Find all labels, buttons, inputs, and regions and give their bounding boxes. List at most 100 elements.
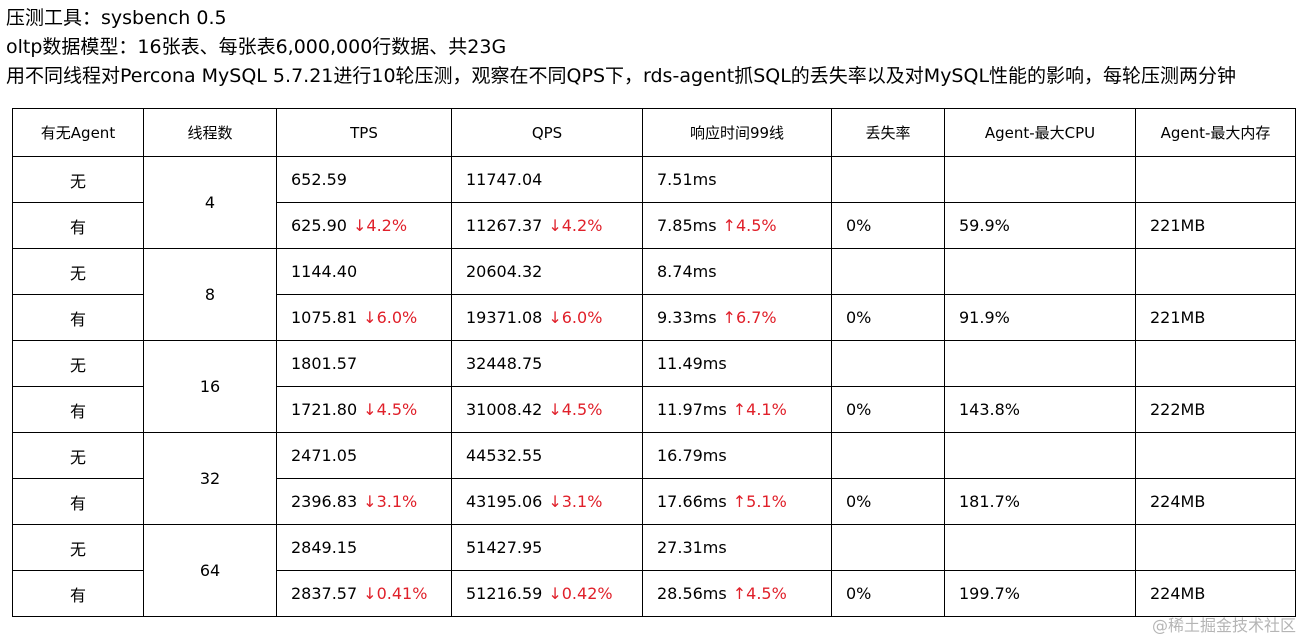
qps-cell: 20604.32 xyxy=(451,248,643,295)
mem-cell xyxy=(1135,340,1296,387)
qps-cell: 31008.42 ↓4.5% xyxy=(451,386,643,433)
tps-value: 2849.15 xyxy=(291,538,358,557)
mem-cell: 221MB xyxy=(1135,294,1296,341)
loss-value: 0% xyxy=(846,492,872,511)
latency-value: 9.33ms xyxy=(657,308,717,327)
cpu-cell: 91.9% xyxy=(944,294,1136,341)
latency-cell: 28.56ms ↑4.5% xyxy=(642,570,832,617)
data-row: 有 625.90 ↓4.2% 11267.37 ↓4.2% 7.85ms ↑4.5% 0% 59… xyxy=(12,202,1296,249)
qps-value: 11267.37 xyxy=(466,216,543,235)
latency-change: ↑6.7% xyxy=(722,308,777,327)
agent-cell: 无 xyxy=(12,340,144,387)
loss-cell: 0% xyxy=(831,294,945,341)
data-row: 有 2396.83 ↓3.1% 43195.06 ↓3.1% 17.66ms ↑5.1% 0%… xyxy=(12,478,1296,525)
tps-value: 2837.57 xyxy=(291,584,358,603)
mem-value: 221MB xyxy=(1150,308,1206,327)
mem-value: 224MB xyxy=(1150,584,1206,603)
qps-cell: 19371.08 ↓6.0% xyxy=(451,294,643,341)
tps-value: 1144.40 xyxy=(291,262,358,281)
qps-value: 43195.06 xyxy=(466,492,543,511)
tps-cell: 625.90 ↓4.2% xyxy=(276,202,452,249)
latency-cell: 9.33ms ↑6.7% xyxy=(642,294,832,341)
mem-cell xyxy=(1135,248,1296,295)
qps-value: 51216.59 xyxy=(466,584,543,603)
tps-change: ↓4.5% xyxy=(363,400,418,419)
header-row: 有无Agent 线程数 TPS QPS 响应时间99线 丢失率 Agent-最大CPU Age… xyxy=(12,108,1296,157)
mem-cell: 224MB xyxy=(1135,478,1296,525)
latency-change: ↑4.5% xyxy=(722,216,777,235)
loss-cell: 0% xyxy=(831,386,945,433)
tps-cell: 2837.57 ↓0.41% xyxy=(276,570,452,617)
data-row: 有 1721.80 ↓4.5% 31008.42 ↓4.5% 11.97ms ↑4.1% 0%… xyxy=(12,386,1296,433)
mem-cell xyxy=(1135,156,1296,203)
tps-value: 1721.80 xyxy=(291,400,358,419)
tps-cell: 2396.83 ↓3.1% xyxy=(276,478,452,525)
loss-cell xyxy=(831,524,945,571)
threads-cell: 32 xyxy=(143,432,277,525)
latency-value: 16.79ms xyxy=(657,446,727,465)
threads-cell: 4 xyxy=(143,156,277,249)
agent-cell: 有 xyxy=(12,202,144,249)
cpu-value: 181.7% xyxy=(959,492,1021,511)
qps-cell: 43195.06 ↓3.1% xyxy=(451,478,643,525)
latency-value: 7.85ms xyxy=(657,216,717,235)
data-row: 无 32 2471.05 44532.55 16.79ms xyxy=(12,432,1296,525)
tps-value: 1801.57 xyxy=(291,354,358,373)
loss-cell: 0% xyxy=(831,570,945,617)
cpu-cell xyxy=(944,524,1136,571)
latency-change: ↑4.5% xyxy=(732,584,787,603)
mem-cell xyxy=(1135,524,1296,571)
qps-cell: 11267.37 ↓4.2% xyxy=(451,202,643,249)
column-header: Agent-最大内存 xyxy=(1135,108,1296,157)
tps-cell: 1801.57 xyxy=(276,340,452,387)
agent-cell: 无 xyxy=(12,524,144,571)
tps-cell: 2471.05 xyxy=(276,432,452,479)
qps-change: ↓3.1% xyxy=(548,492,603,511)
mem-value: 221MB xyxy=(1150,216,1206,235)
cpu-cell xyxy=(944,248,1136,295)
intro: 压测工具：sysbench 0.5 oltp数据模型：16张表、每张表6,000,… xyxy=(6,4,1236,91)
qps-change: ↓0.42% xyxy=(548,584,613,603)
intro-line: 压测工具：sysbench 0.5 xyxy=(6,7,227,29)
data-row: 无 16 1801.57 32448.75 11.49ms xyxy=(12,340,1296,433)
threads-cell: 8 xyxy=(143,248,277,341)
qps-value: 19371.08 xyxy=(466,308,543,327)
threads-cell: 64 xyxy=(143,524,277,617)
cpu-cell xyxy=(944,156,1136,203)
tps-cell: 1075.81 ↓6.0% xyxy=(276,294,452,341)
latency-cell: 16.79ms xyxy=(642,432,832,479)
latency-cell: 11.49ms xyxy=(642,340,832,387)
data-row: 有 2837.57 ↓0.41% 51216.59 ↓0.42% 28.56ms ↑4.5%… xyxy=(12,570,1296,617)
column-header: 丢失率 xyxy=(831,108,945,157)
cpu-value: 91.9% xyxy=(959,308,1010,327)
latency-value: 17.66ms xyxy=(657,492,727,511)
qps-value: 51427.95 xyxy=(466,538,543,557)
data-row: 有 1075.81 ↓6.0% 19371.08 ↓6.0% 9.33ms ↑6.7% 0% 9… xyxy=(12,294,1296,341)
cpu-cell: 59.9% xyxy=(944,202,1136,249)
column-header: TPS xyxy=(276,108,452,157)
qps-value: 20604.32 xyxy=(466,262,543,281)
tps-change: ↓0.41% xyxy=(363,584,428,603)
column-header: Agent-最大CPU xyxy=(944,108,1136,157)
qps-change: ↓6.0% xyxy=(548,308,603,327)
latency-value: 7.51ms xyxy=(657,170,717,189)
mem-value: 224MB xyxy=(1150,492,1206,511)
agent-cell: 有 xyxy=(12,294,144,341)
data-row: 无 8 1144.40 20604.32 8.74ms xyxy=(12,248,1296,341)
loss-cell xyxy=(831,432,945,479)
loss-cell xyxy=(831,156,945,203)
tps-cell: 2849.15 xyxy=(276,524,452,571)
tps-change: ↓3.1% xyxy=(363,492,418,511)
latency-cell: 7.85ms ↑4.5% xyxy=(642,202,832,249)
mem-cell: 224MB xyxy=(1135,570,1296,617)
qps-cell: 11747.04 xyxy=(451,156,643,203)
threads-cell: 16 xyxy=(143,340,277,433)
loss-value: 0% xyxy=(846,308,872,327)
latency-cell: 17.66ms ↑5.1% xyxy=(642,478,832,525)
tps-value: 2471.05 xyxy=(291,446,358,465)
mem-cell xyxy=(1135,432,1296,479)
data-row: 无 4 652.59 11747.04 7.51ms xyxy=(12,156,1296,249)
loss-value: 0% xyxy=(846,216,872,235)
tps-cell: 1144.40 xyxy=(276,248,452,295)
tps-change: ↓4.2% xyxy=(352,216,408,235)
